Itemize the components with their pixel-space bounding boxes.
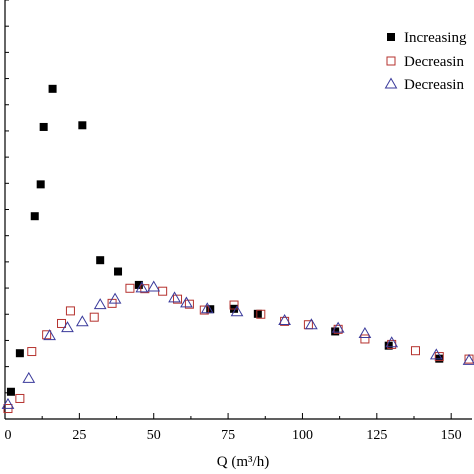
data-point: [108, 292, 122, 304]
series-1: [6, 84, 444, 396]
data-point: [256, 309, 266, 319]
data-point: [27, 347, 37, 357]
data-point: [6, 387, 15, 396]
x-tick-label: 150: [441, 428, 462, 443]
x-tick-label: 100: [292, 428, 313, 443]
data-point: [331, 327, 340, 336]
data-point: [200, 302, 214, 314]
data-points: [1, 84, 474, 414]
data-point: [305, 318, 318, 330]
data-point: [22, 371, 36, 383]
legend-marker: [387, 33, 395, 41]
legend-marker: [386, 56, 396, 66]
data-point: [1, 397, 15, 409]
data-point: [75, 315, 89, 327]
data-point: [93, 298, 107, 310]
data-point: [230, 305, 244, 317]
series-2: [3, 283, 474, 414]
x-axis-label: Q (m³/h): [217, 454, 269, 470]
data-point: [36, 180, 45, 189]
x-tick-label: 25: [72, 428, 86, 443]
data-point: [278, 314, 291, 326]
legend-label: Decreasin: [404, 54, 464, 70]
data-point: [78, 121, 87, 130]
data-point: [15, 349, 24, 358]
data-point: [48, 84, 57, 93]
data-point: [42, 330, 52, 340]
data-point: [39, 122, 48, 131]
legend: Increasing Decreasin Decreasin: [384, 30, 467, 93]
data-point: [61, 321, 74, 333]
data-point: [429, 348, 443, 360]
data-point: [134, 280, 143, 289]
data-point: [184, 299, 194, 309]
data-point: [410, 346, 420, 356]
data-point: [89, 312, 99, 322]
data-point: [57, 318, 67, 328]
data-point: [147, 280, 161, 292]
data-point: [462, 353, 474, 365]
data-point: [140, 284, 150, 294]
data-point: [229, 300, 239, 310]
x-tick-label: 125: [366, 428, 387, 443]
legend-marker: [384, 77, 398, 89]
data-point: [384, 341, 393, 350]
data-point: [125, 283, 135, 293]
data-point: [173, 294, 183, 304]
data-point: [30, 212, 39, 221]
x-tick-label: 0: [5, 428, 12, 443]
data-point: [15, 393, 25, 403]
data-point: [96, 256, 105, 265]
legend-label: Decreasin: [404, 77, 464, 93]
x-tick-label: 50: [147, 428, 161, 443]
data-point: [168, 291, 181, 303]
data-point: [114, 267, 123, 276]
data-point: [331, 321, 345, 333]
data-point: [43, 329, 56, 341]
data-point: [65, 306, 75, 316]
x-axis-ticks: 0 25 50 75 100 125 150: [4, 413, 462, 443]
data-point: [135, 281, 149, 293]
data-point: [253, 309, 262, 318]
data-point: [358, 327, 372, 339]
legend-label: Increasing: [404, 30, 467, 46]
series-3: [1, 280, 474, 409]
data-point: [360, 334, 370, 344]
x-tick-label: 75: [221, 428, 235, 443]
data-point: [180, 296, 193, 308]
data-point: [434, 352, 444, 362]
plot-frame: [4, 0, 472, 420]
data-point: [385, 336, 399, 348]
data-point: [199, 305, 209, 315]
